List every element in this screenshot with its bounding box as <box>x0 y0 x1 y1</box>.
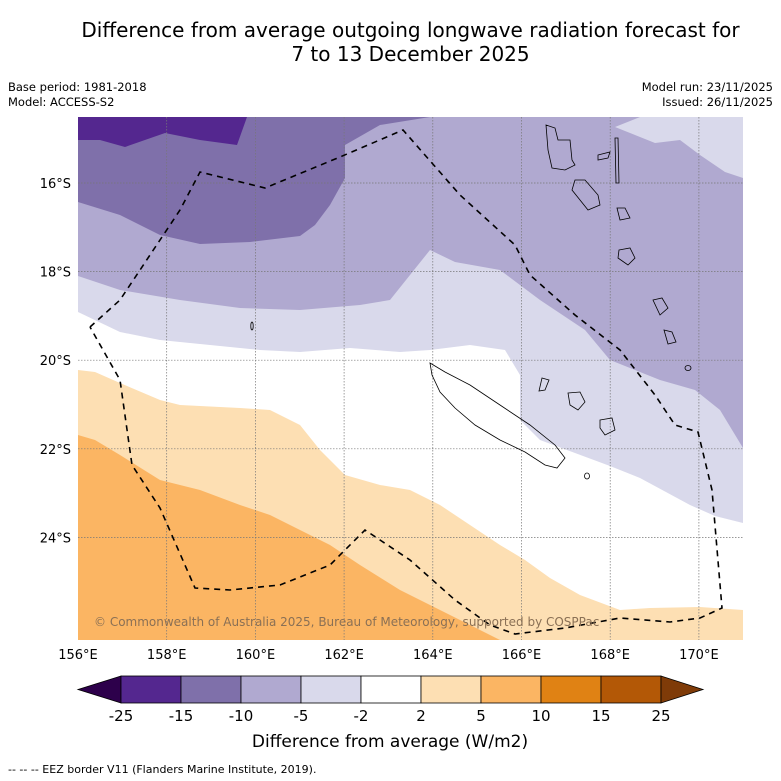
colorbar-tick-label: -5 <box>294 707 309 725</box>
base-period: Base period: 1981-2018 <box>8 80 147 94</box>
colorbar-segment <box>240 675 302 704</box>
loyalty-island-outline <box>538 377 550 392</box>
band-minus5-patch <box>615 117 743 178</box>
issued-date: Issued: 26/11/2025 <box>662 95 773 109</box>
lon-tick-label: 170°E <box>679 648 719 663</box>
band-minus15-minus10 <box>78 117 430 244</box>
model-name: Model: ACCESS-S2 <box>8 95 115 109</box>
colorbar-segment <box>300 675 362 704</box>
colorbar-segment <box>420 675 482 704</box>
coastlines <box>250 124 692 480</box>
colorbar-tick-label: 5 <box>476 707 486 725</box>
eez-border <box>89 129 723 635</box>
tanna-outline <box>617 247 636 266</box>
colorbar-tick-label: -15 <box>169 707 194 725</box>
lon-tick-label: 156°E <box>58 648 98 663</box>
colorbar-tick-label: 2 <box>416 707 426 725</box>
lon-tick-label: 164°E <box>413 648 453 663</box>
eez-legend-note: -- -- -- EEZ border V11 (Flanders Marine… <box>8 763 317 776</box>
loyalty-island-outline <box>567 391 586 411</box>
title-line-2: 7 to 13 December 2025 <box>291 42 530 66</box>
colorbar-segment <box>360 675 422 704</box>
colorbar-segment <box>180 675 242 704</box>
colorbar-over-arrow <box>660 675 705 704</box>
colorbar-title: Difference from average (W/m2) <box>252 732 528 752</box>
colorbar: -25 -15 -10 -5 -2 2 5 10 15 25 <box>76 675 705 725</box>
colorbar-tick-label: -2 <box>354 707 369 725</box>
colorbar-segment <box>600 675 662 704</box>
colorbar-under-arrow <box>76 675 122 704</box>
lat-tick-label: 20°S <box>40 354 71 369</box>
colorbar-tick-label: 25 <box>651 707 670 725</box>
lon-tick-labels: 156°E 158°E 160°E 162°E 164°E 166°E 168°E 170°E <box>58 648 718 663</box>
island-outline <box>614 137 620 184</box>
colorbar-segment <box>120 675 182 704</box>
lat-tick-labels: 16°S 18°S 20°S 22°S 24°S <box>40 177 71 546</box>
espiritu-santo-outline <box>545 124 576 171</box>
lat-tick-label: 24°S <box>40 531 71 546</box>
band-minus25-minus15 <box>78 117 247 147</box>
lon-tick-label: 158°E <box>147 648 187 663</box>
copyright-text: © Commonwealth of Australia 2025, Bureau… <box>94 615 599 629</box>
lon-tick-label: 166°E <box>502 648 542 663</box>
lat-tick-label: 16°S <box>40 177 71 192</box>
colorbar-tick-label: 15 <box>591 707 610 725</box>
meta-left: Base period: 1981-2018 Model: ACCESS-S2 <box>8 80 147 110</box>
title-line-1: Difference from average outgoing longwav… <box>81 18 740 42</box>
lat-tick-label: 22°S <box>40 443 71 458</box>
island-outline <box>652 297 669 316</box>
island-outline <box>584 472 590 480</box>
lat-tick-label: 18°S <box>40 266 71 281</box>
new-caledonia-outline <box>429 362 566 469</box>
colorbar-segment <box>540 675 602 704</box>
efate-outline <box>616 207 631 221</box>
colorbar-tick-label: -10 <box>229 707 254 725</box>
lon-tick-label: 160°E <box>236 648 276 663</box>
loyalty-island-outline <box>599 417 616 436</box>
colorbar-tick-label: 10 <box>531 707 550 725</box>
gridlines <box>78 117 743 640</box>
colorbar-tick-label: -25 <box>109 707 134 725</box>
lon-tick-label: 162°E <box>324 648 364 663</box>
lon-tick-label: 168°E <box>590 648 630 663</box>
malakula-outline <box>571 179 601 211</box>
chart-title: Difference from average outgoing longwav… <box>0 18 781 66</box>
island-outline <box>684 365 692 371</box>
island-outline <box>250 321 254 331</box>
map-area: © Commonwealth of Australia 2025, Bureau… <box>78 117 743 640</box>
island-outline <box>663 329 677 345</box>
meta-right: Model run: 23/11/2025 Issued: 26/11/2025 <box>642 80 773 110</box>
colorbar-segment <box>480 675 542 704</box>
island-outline <box>597 151 611 161</box>
model-run: Model run: 23/11/2025 <box>641 80 773 94</box>
